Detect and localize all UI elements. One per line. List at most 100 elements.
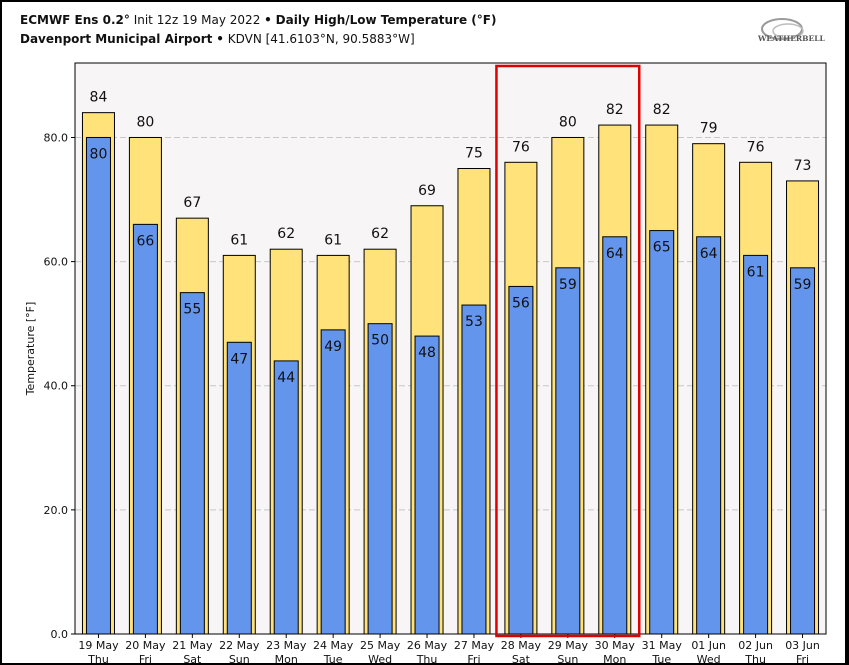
x-tick-label-date: 25 May [360, 639, 401, 652]
x-tick-label-day: Mon [275, 653, 298, 665]
bar-low [790, 267, 816, 635]
chart-title: ECMWF Ens 0.2° Init 12z 19 May 2022 • Da… [20, 13, 496, 27]
data-label-low: 50 [371, 333, 389, 349]
x-tick-label-day: Thu [416, 653, 438, 665]
x-tick-label-day: Wed [368, 653, 392, 665]
bar-low [555, 267, 581, 635]
bar-low [602, 236, 628, 635]
data-label-low: 53 [465, 314, 483, 330]
data-label-high: 82 [606, 102, 624, 118]
data-label-low: 65 [653, 240, 671, 256]
x-tick-label-date: 27 May [454, 639, 495, 652]
bar-low [743, 254, 769, 635]
bar-low [179, 292, 205, 635]
chart-subtitle: Davenport Municipal Airport • KDVN [41.6… [20, 32, 415, 46]
bar-low [320, 329, 346, 635]
x-tick-label-date: 31 May [642, 639, 683, 652]
data-label-low: 44 [277, 370, 295, 386]
station-info: KDVN [41.6103°N, 90.5883°W] [227, 32, 415, 46]
data-label-low: 47 [230, 351, 248, 367]
x-tick-label-day: Thu [744, 653, 766, 665]
data-label-low: 56 [512, 295, 530, 311]
x-tick-label-date: 02 Jun [738, 639, 773, 652]
data-label-high: 80 [559, 114, 577, 130]
x-tick-label-day: Tue [323, 653, 343, 665]
data-label-high: 75 [465, 146, 483, 162]
data-label-high: 76 [512, 139, 530, 155]
data-label-high: 79 [700, 121, 718, 137]
data-label-high: 82 [653, 102, 671, 118]
x-tick-label-date: 22 May [219, 639, 260, 652]
bar-low [414, 335, 440, 635]
plot-border [74, 62, 827, 635]
data-label-low: 49 [324, 339, 342, 355]
station-name: Davenport Municipal Airport [20, 32, 213, 46]
x-tick-label-date: 19 May [78, 639, 119, 652]
bar-low [273, 360, 299, 635]
y-tick-label: 0.0 [51, 628, 69, 641]
x-tick-label-day: Sat [512, 653, 531, 665]
data-label-high: 69 [418, 183, 436, 199]
y-tick-label: 80.0 [44, 131, 69, 144]
bar-low [508, 285, 534, 635]
data-label-low: 66 [136, 233, 154, 249]
data-label-high: 61 [324, 232, 342, 248]
x-tick-label-day: Thu [87, 653, 109, 665]
bar-low [226, 341, 252, 635]
weatherbell-logo: WEATHERBELL [757, 18, 825, 43]
x-tick-label-day: Fri [796, 653, 809, 665]
x-tick-label-date: 29 May [548, 639, 589, 652]
y-tick-label: 20.0 [44, 504, 69, 517]
x-tick-label-day: Sun [229, 653, 250, 665]
x-tick-label-date: 24 May [313, 639, 354, 652]
x-tick-label-date: 21 May [172, 639, 213, 652]
x-tick-label-day: Sat [183, 653, 202, 665]
data-label-low: 59 [559, 277, 577, 293]
x-tick-label-day: Tue [651, 653, 671, 665]
y-tick-label: 40.0 [44, 380, 69, 393]
data-label-low: 64 [700, 246, 718, 262]
y-axis-label: Temperature [°F] [24, 302, 37, 397]
x-tick-label-date: 30 May [595, 639, 636, 652]
data-label-low: 59 [794, 277, 812, 293]
title-separator: • [264, 13, 272, 27]
data-label-low: 80 [90, 146, 108, 162]
bar-low [649, 230, 675, 635]
x-tick-label-day: Mon [603, 653, 626, 665]
x-tick-label-day: Fri [467, 653, 480, 665]
data-label-high: 73 [794, 158, 812, 174]
y-tick-label: 60.0 [44, 256, 69, 269]
x-tick-label-date: 26 May [407, 639, 448, 652]
x-tick-label-day: Sun [557, 653, 578, 665]
bar-low [132, 223, 158, 635]
data-label-high: 84 [90, 90, 108, 106]
bar-low [696, 236, 722, 635]
x-tick-label-date: 01 Jun [691, 639, 726, 652]
data-label-high: 62 [371, 226, 389, 242]
logo-swirl-inner [772, 23, 804, 39]
data-label-low: 55 [183, 302, 201, 318]
data-label-low: 61 [747, 264, 765, 280]
logo-text: WEATHERBELL [757, 34, 825, 43]
data-label-high: 76 [747, 139, 765, 155]
data-label-high: 61 [230, 232, 248, 248]
subtitle-separator: • [216, 32, 224, 46]
x-tick-label-day: Fri [139, 653, 152, 665]
bar-low [367, 323, 393, 635]
data-label-high: 80 [136, 114, 154, 130]
x-tick-label-date: 23 May [266, 639, 307, 652]
bar-low [85, 136, 111, 635]
data-label-low: 48 [418, 345, 436, 361]
x-tick-label-day: Wed [697, 653, 721, 665]
product-name: Daily High/Low Temperature (°F) [275, 13, 497, 27]
init-time: Init 12z 19 May 2022 [133, 13, 261, 27]
highlight-box [495, 64, 641, 638]
x-tick-label-date: 03 Jun [785, 639, 820, 652]
data-label-high: 67 [183, 195, 201, 211]
x-tick-label-date: 28 May [501, 639, 542, 652]
x-tick-label-date: 20 May [125, 639, 166, 652]
data-label-low: 64 [606, 246, 624, 262]
model-name: ECMWF Ens 0.2° [20, 13, 130, 27]
